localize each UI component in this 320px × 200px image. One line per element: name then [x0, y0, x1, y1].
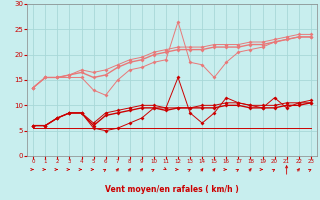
- Text: Vent moyen/en rafales ( km/h ): Vent moyen/en rafales ( km/h ): [105, 186, 239, 194]
